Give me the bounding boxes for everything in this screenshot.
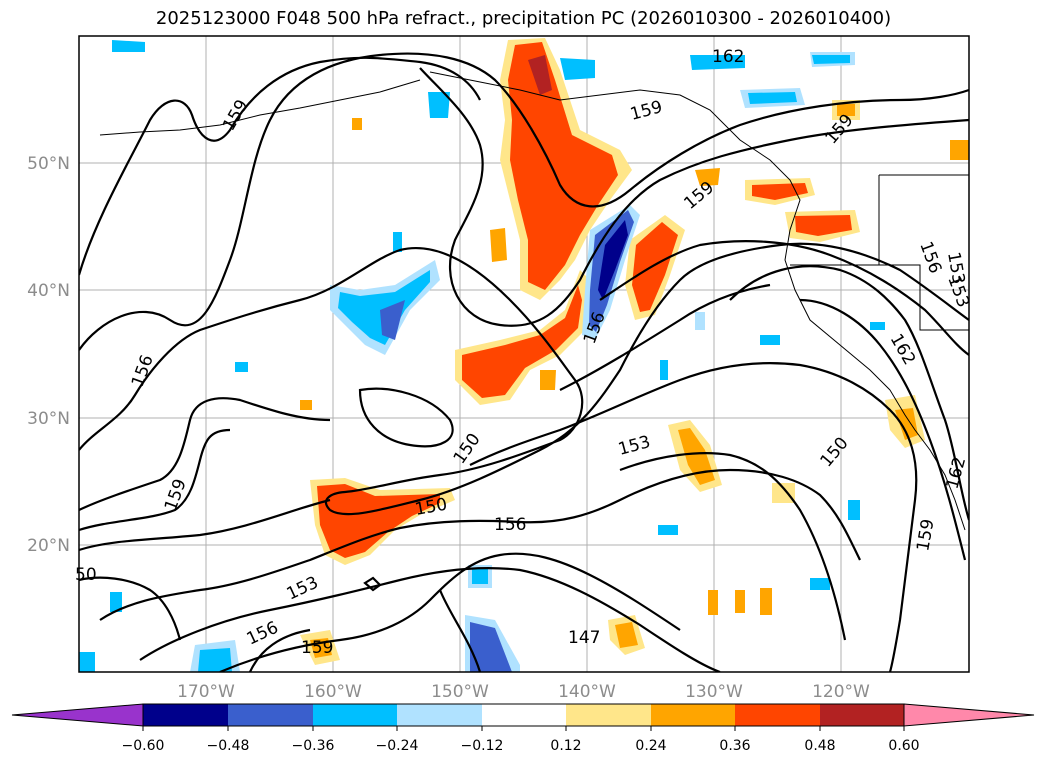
colorbar-segment [143,704,228,726]
lat-label-50n: 50°N [27,154,70,174]
colorbar-segment [820,704,904,726]
lon-label-170w: 170°W [177,682,235,702]
colorbar-tick-label: 0.48 [804,738,835,754]
lat-label-20n: 20°N [27,536,70,556]
lon-label-160w: 160°W [304,682,362,702]
refractivity-contours [79,52,969,672]
colorbar-tick-label: −0.24 [376,738,419,754]
colorbar-segment [313,704,397,726]
colorbar-segment [735,704,820,726]
contour-label: 50 [75,565,97,585]
longitude-labels: 170°W 160°W 150°W 140°W 130°W 120°W [177,682,870,702]
lon-label-140w: 140°W [558,682,616,702]
colorbar-tick-label: −0.48 [207,738,250,754]
contour-label: 147 [568,628,600,648]
colorbar: −0.60 −0.48 −0.36 −0.24 −0.12 0.12 0.24 … [11,703,1035,754]
colorbar-frame [142,703,905,727]
colorbar-tick-label: −0.12 [461,738,504,754]
latitude-labels: 50°N 40°N 30°N 20°N [27,154,70,556]
colorbar-tick-label: 0.36 [719,738,750,754]
lon-label-150w: 150°W [431,682,489,702]
lon-label-120w: 120°W [812,682,870,702]
colorbar-tick-label: −0.60 [122,738,165,754]
contour-label: 156 [494,515,526,535]
lat-label-30n: 30°N [27,409,70,429]
colorbar-tick-label: 0.24 [635,738,666,754]
contour-label: 162 [712,47,744,67]
lon-label-130w: 130°W [685,682,743,702]
colorbar-tick-label: 0.12 [550,738,581,754]
colorbar-tick-label: 0.60 [888,738,919,754]
colorbar-segment [566,704,651,726]
precip-negative-shading [79,40,885,672]
colorbar-extend-high [903,703,1035,727]
map-frame [78,35,970,673]
colorbar-segment [482,704,566,726]
contour-label: 159 [301,638,333,658]
map-title: 2025123000 F048 500 hPa refract., precip… [155,8,892,29]
colorbar-extend-low [11,703,144,727]
colorbar-segment [651,704,735,726]
lat-label-40n: 40°N [27,281,70,301]
colorbar-tick-label: −0.36 [292,738,335,754]
colorbar-segment [228,704,313,726]
colorbar-segment [397,704,482,726]
